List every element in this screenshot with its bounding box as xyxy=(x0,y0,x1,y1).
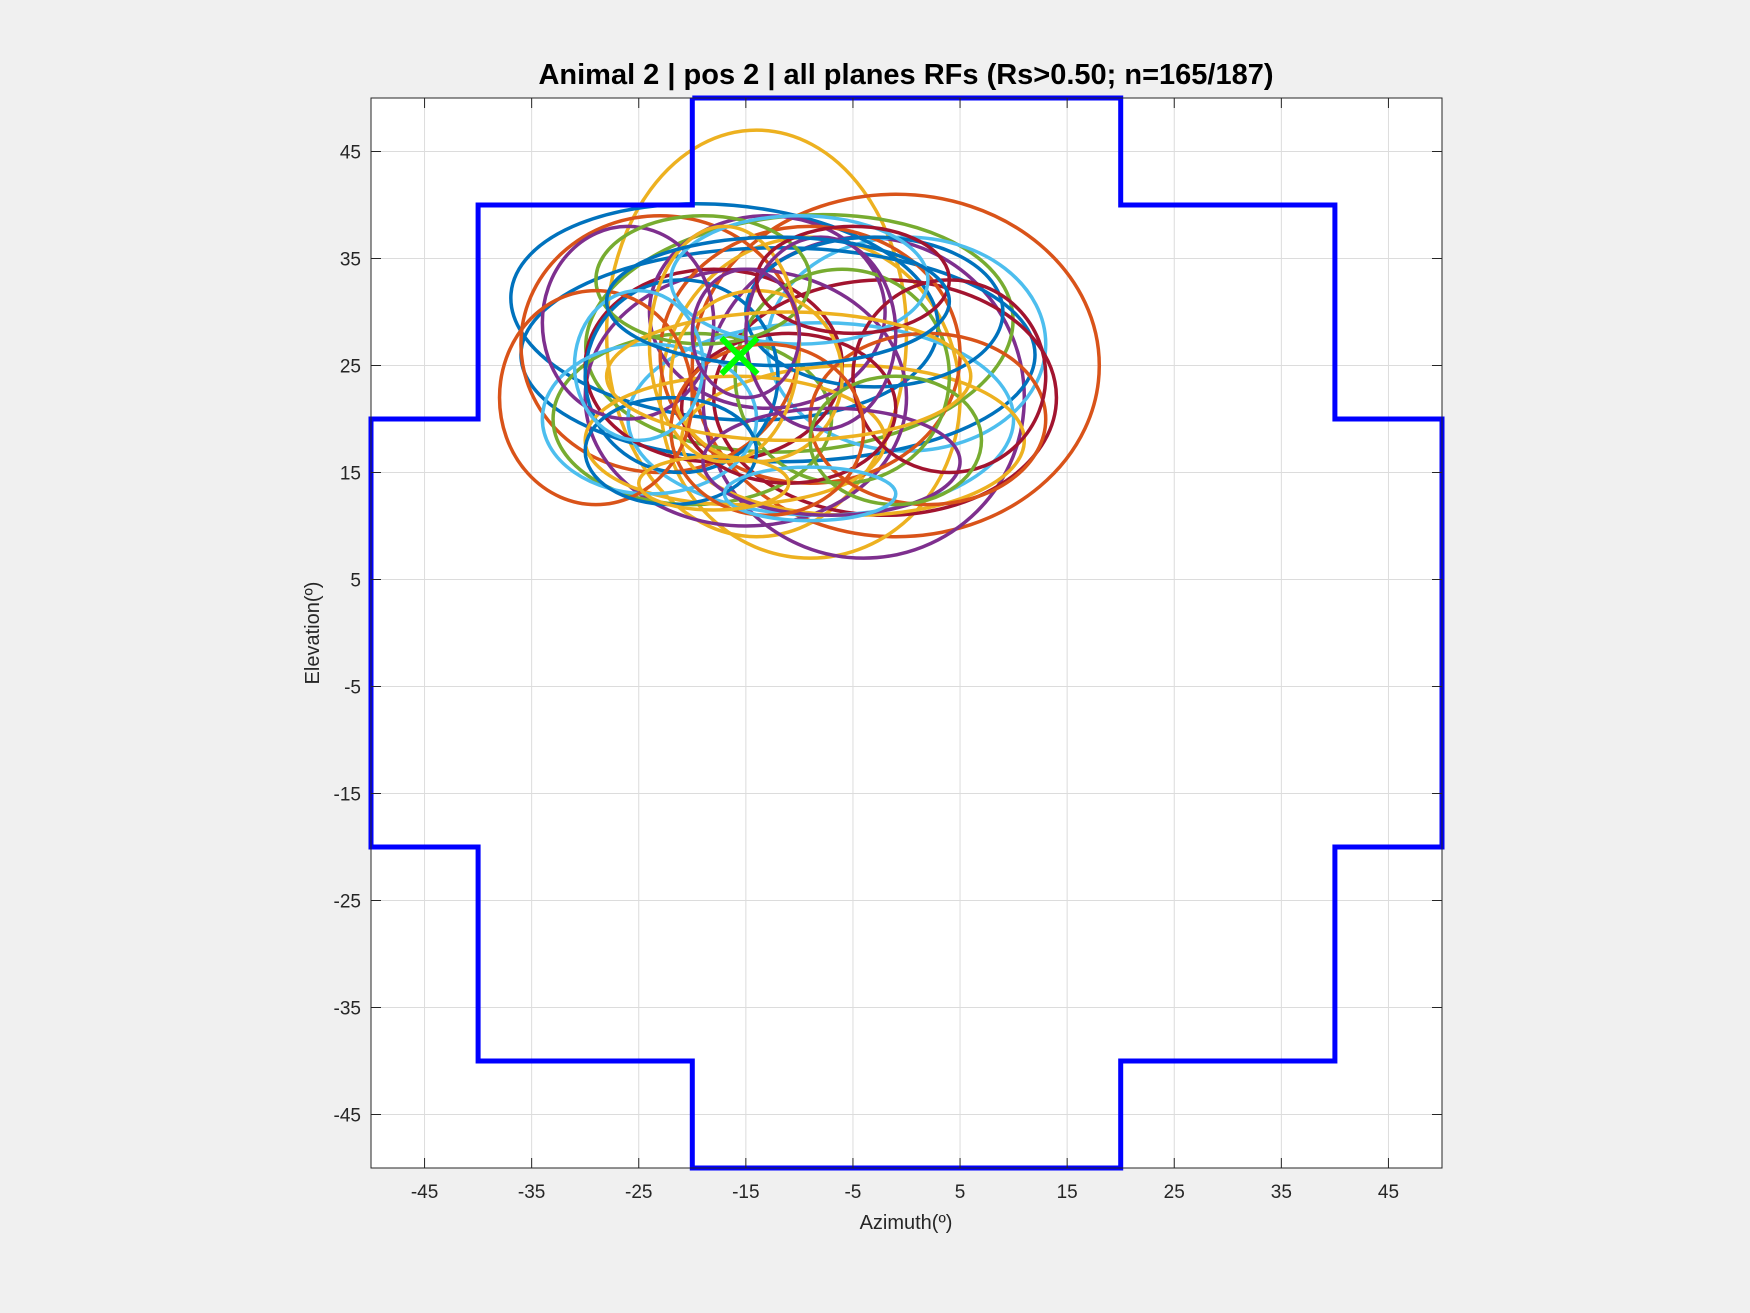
y-tick-label: 35 xyxy=(340,250,361,271)
rf-ellipse xyxy=(637,454,791,512)
rf-ellipse xyxy=(594,213,812,346)
y-tick-label: -15 xyxy=(334,785,361,806)
rf-ellipse xyxy=(754,224,952,336)
rf-ellipse xyxy=(604,310,973,443)
y-tick-label: 45 xyxy=(340,143,361,164)
x-tick-label: 25 xyxy=(1164,1182,1185,1203)
chart-title: Animal 2 | pos 2 | all planes RFs (Rs>0.… xyxy=(538,59,1273,91)
x-tick-label: -45 xyxy=(411,1182,438,1203)
x-tick-label: -35 xyxy=(518,1182,545,1203)
x-tick-label: 45 xyxy=(1378,1182,1399,1203)
x-tick-label: -25 xyxy=(625,1182,652,1203)
y-axis-label: Elevation(º) xyxy=(302,582,324,685)
y-tick-label: -5 xyxy=(344,678,361,699)
x-tick-label: 5 xyxy=(955,1182,966,1203)
rf-ellipse xyxy=(583,278,780,475)
rf-ellipse xyxy=(572,288,705,443)
x-tick-labels: -45 -35 -25 -15 -5 5 15 25 35 45 xyxy=(411,1182,1399,1203)
center-marker-stroke xyxy=(719,335,760,376)
rf-ellipse xyxy=(701,406,962,518)
x-tick-label: -5 xyxy=(844,1182,861,1203)
y-tick-label: -45 xyxy=(334,1106,361,1127)
axes-box xyxy=(370,97,1443,1169)
y-tick-label: -35 xyxy=(334,999,361,1020)
rf-ellipse xyxy=(540,224,716,421)
center-marker xyxy=(719,335,760,376)
y-tick-labels: 45 35 25 15 5 -5 -15 -25 -35 -45 xyxy=(334,143,361,1127)
y-tick-label: 25 xyxy=(340,357,361,378)
x-tick-label: -15 xyxy=(732,1182,759,1203)
rf-ellipse xyxy=(744,235,898,432)
rf-ellipses xyxy=(497,128,1102,560)
y-tick-label: 5 xyxy=(350,571,361,592)
rf-ellipse xyxy=(604,235,952,368)
grid-lines xyxy=(371,98,1442,1168)
x-tick-label: 15 xyxy=(1057,1182,1078,1203)
rf-ellipse xyxy=(647,213,887,411)
rf-ellipse xyxy=(722,465,898,523)
x-axis-label: Azimuth(º) xyxy=(860,1212,953,1234)
y-tick-label: -25 xyxy=(334,892,361,913)
y-tick-label: 15 xyxy=(340,464,361,485)
rf-ellipse xyxy=(690,267,802,400)
axes-frame xyxy=(370,97,1443,1169)
rf-ellipse xyxy=(690,192,1102,539)
x-tick-label: 35 xyxy=(1271,1182,1292,1203)
